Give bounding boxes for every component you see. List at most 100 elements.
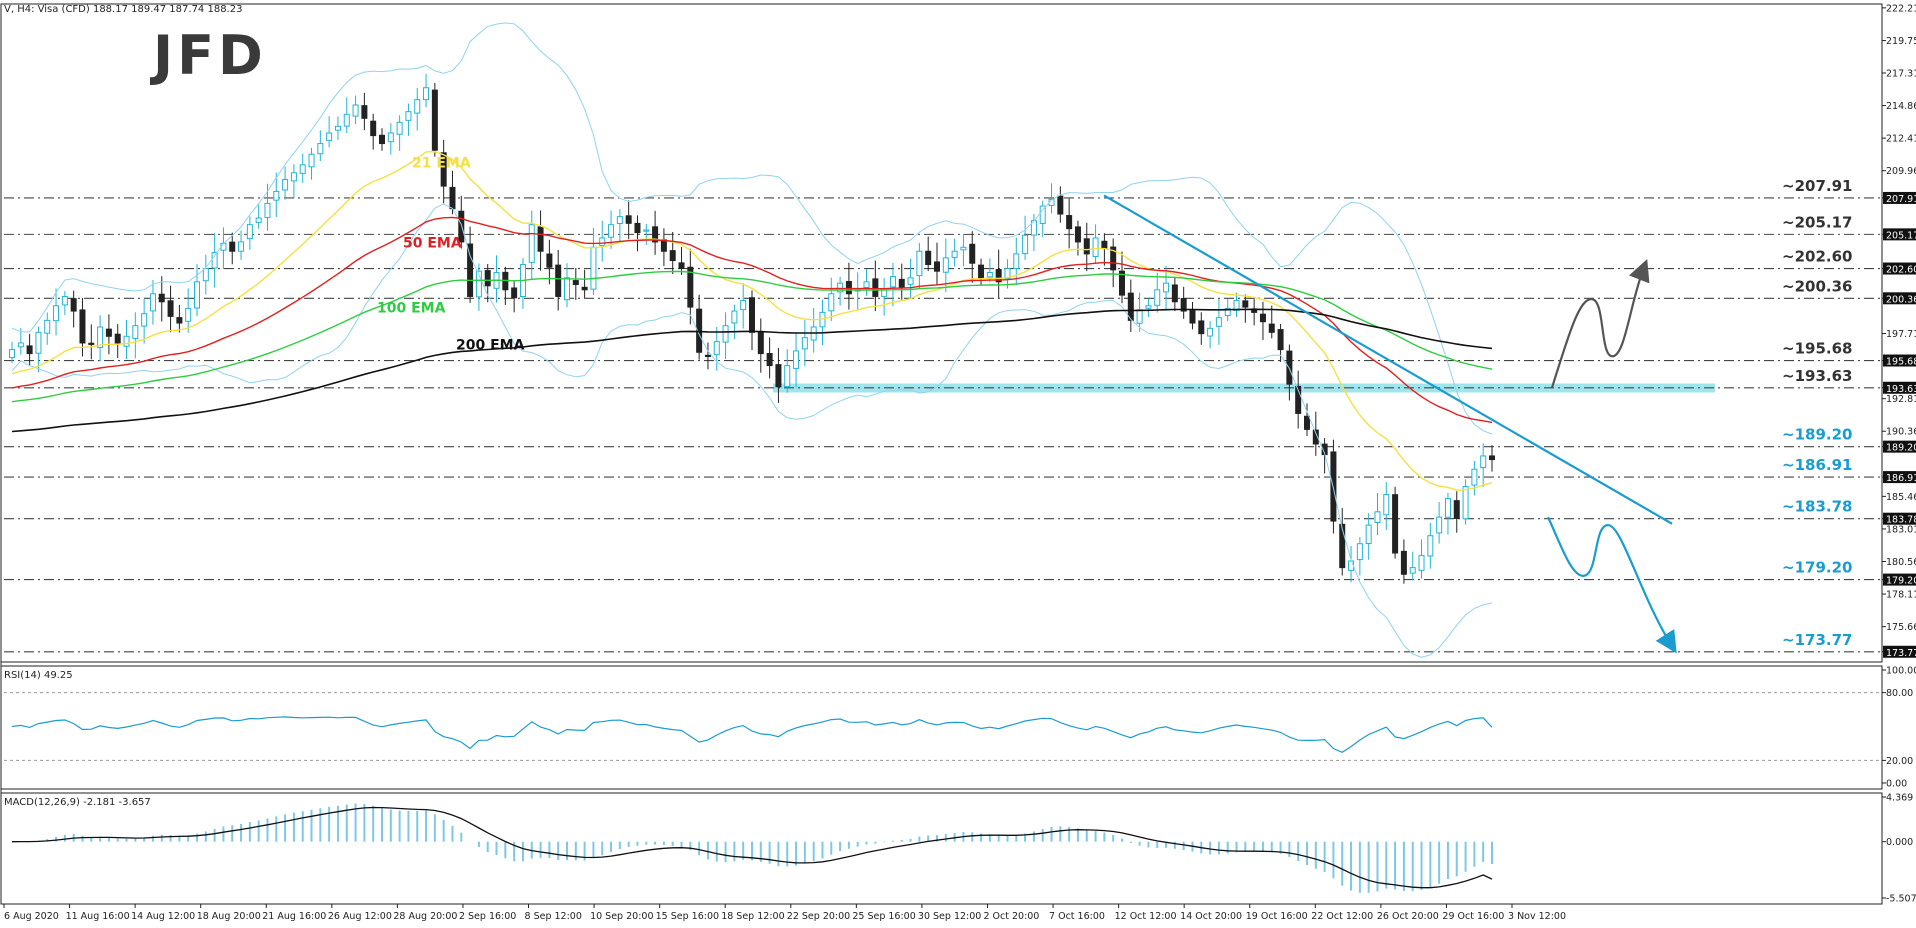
candle-body	[282, 178, 289, 191]
candle-body	[414, 99, 421, 114]
candle-body	[308, 153, 315, 168]
candle-body	[907, 277, 914, 285]
candle-body	[449, 186, 456, 210]
level-price-tag	[1883, 645, 1916, 658]
candle-body	[863, 281, 870, 288]
candle-body	[379, 134, 385, 145]
candle-body	[687, 266, 694, 308]
candle-body	[599, 237, 606, 247]
candle-body	[1444, 497, 1451, 518]
level-price-tag-text: 179.20	[1886, 576, 1916, 587]
ema-21-line	[11, 150, 1493, 491]
macd-panel-frame	[0, 792, 1883, 905]
symbol-header: V, H4: Visa (CFD) 188.17 189.47 187.74 1…	[4, 4, 242, 15]
macd-tick-label: 4.369	[1886, 793, 1913, 804]
candle-body	[1083, 238, 1090, 255]
bullish-scenario-arrow	[1550, 259, 1650, 389]
level-label: ~205.17	[1782, 213, 1852, 231]
candle-body	[1312, 429, 1319, 445]
x-tick-label: 22 Oct 12:00	[1311, 911, 1373, 922]
candle-body	[317, 143, 324, 155]
candle-body	[775, 364, 782, 388]
x-tick-label: 28 Aug 20:00	[393, 911, 457, 922]
candle-body	[61, 295, 68, 306]
candle-body	[114, 333, 121, 344]
candle-body	[1022, 234, 1029, 255]
y-tick-label: 209.96	[1886, 166, 1916, 177]
candle-body	[44, 319, 51, 334]
level-price-tag	[1883, 573, 1916, 586]
candle-body	[1136, 309, 1143, 324]
rsi-tick-label: 80.00	[1886, 688, 1913, 699]
y-tick-label: 214.86	[1886, 101, 1916, 112]
candle-body	[431, 89, 438, 151]
candle-body	[616, 216, 623, 225]
candle-body	[123, 335, 130, 347]
candle-body	[35, 331, 42, 354]
candle-body	[387, 132, 394, 143]
candle-body	[97, 326, 104, 348]
candle-body	[960, 246, 967, 251]
candle-body	[1409, 567, 1416, 574]
rsi-panel: RSI(14) 49.25 100.00 80.00 20.00 0.00	[0, 665, 1916, 790]
level-price-tag	[1883, 440, 1916, 453]
x-tick-label: 25 Sep 16:00	[852, 911, 915, 922]
candle-body	[440, 152, 447, 187]
rsi-tick-label: 100.00	[1886, 666, 1916, 677]
candle-body	[484, 270, 491, 287]
candle-body	[1471, 468, 1478, 486]
candle-body	[238, 241, 245, 252]
candle-body	[1400, 550, 1407, 575]
candle-body	[845, 280, 852, 295]
level-label: ~173.77	[1782, 631, 1852, 649]
candle-body	[423, 87, 430, 101]
y-tick-label: 175.66	[1886, 622, 1916, 633]
x-tick-label: 22 Sep 20:00	[787, 911, 850, 922]
candle-body	[916, 250, 923, 277]
candle-body	[537, 226, 544, 252]
candle-body	[757, 331, 764, 355]
level-label: ~207.91	[1782, 177, 1852, 195]
level-price-tag	[1883, 292, 1916, 305]
candle-body	[1462, 486, 1469, 520]
y-tick-label: 222.21	[1886, 3, 1916, 14]
macd-tick-label: 0.000	[1886, 837, 1913, 848]
y-tick-label: 192.81	[1886, 394, 1916, 405]
candle-body	[942, 257, 949, 273]
y-tick-label: 190.36	[1886, 427, 1916, 438]
level-label: ~200.36	[1782, 277, 1852, 295]
candle-body	[1198, 320, 1205, 335]
candle-body	[898, 278, 905, 288]
rsi-tick-label: 20.00	[1886, 756, 1913, 767]
candle-body	[1453, 500, 1460, 519]
candle-body	[660, 239, 667, 252]
candle-body	[766, 353, 773, 367]
candle-body	[1356, 543, 1363, 561]
candle-body	[1295, 385, 1302, 414]
bearish-scenario-arrow	[1547, 516, 1677, 654]
candle-body	[951, 250, 958, 258]
candle-body	[1277, 329, 1284, 351]
candle-body	[995, 269, 1002, 283]
candle-body	[634, 222, 641, 234]
candle-body	[1057, 195, 1064, 215]
macd-header: MACD(12,26,9) -2.181 -3.657	[4, 797, 151, 808]
candle-body	[784, 365, 791, 387]
level-label: ~202.60	[1782, 248, 1852, 266]
x-tick-label: 30 Sep 12:00	[918, 911, 981, 922]
ema-label: 21 EMA	[412, 156, 471, 172]
candle-body	[88, 342, 95, 345]
candle-body	[740, 299, 747, 311]
candle-body	[361, 105, 368, 119]
rsi-tick-label: 0.00	[1886, 779, 1907, 790]
rsi-header: RSI(14) 49.25	[4, 670, 73, 681]
x-tick-label: 26 Aug 12:00	[328, 911, 392, 922]
candle-body	[149, 293, 156, 312]
level-price-tag-text: 183.78	[1886, 515, 1916, 526]
candle-body	[1383, 494, 1390, 516]
candle-body	[1013, 253, 1020, 270]
candle-body	[1119, 270, 1125, 296]
candle-body	[405, 111, 412, 121]
candle-body	[185, 307, 192, 322]
candle-body	[334, 125, 341, 131]
